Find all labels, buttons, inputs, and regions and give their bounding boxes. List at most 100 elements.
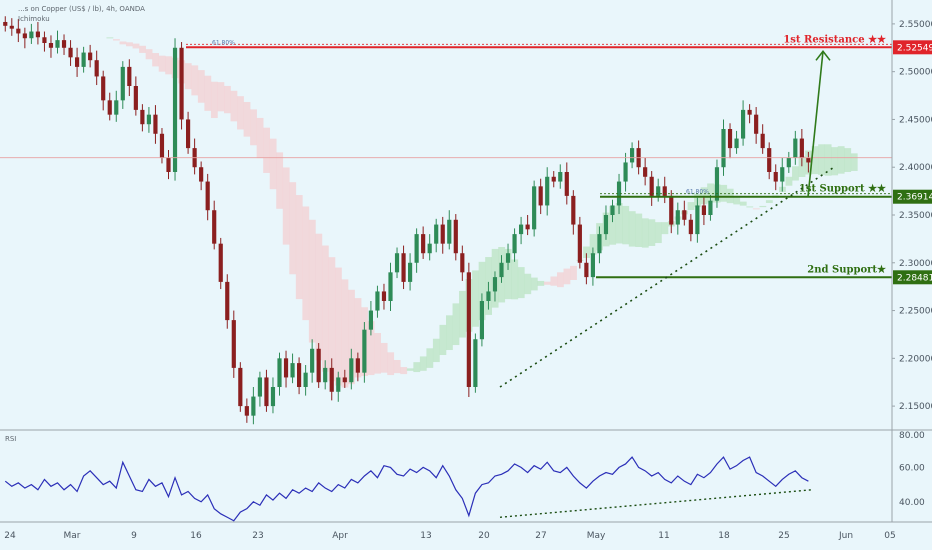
cloud-segment — [589, 234, 597, 255]
candle-body — [799, 138, 804, 158]
candle-body — [682, 210, 687, 220]
indicator-title: Ichimoku — [18, 15, 50, 23]
annotations: 1st Resistance ★★ 1st Support ★★ 2nd Suppo… — [0, 34, 892, 388]
cloud-segment — [720, 184, 728, 202]
y-tick-label: 2.30000 — [899, 259, 932, 269]
cloud-segment — [831, 147, 839, 176]
candle-body — [264, 377, 269, 407]
x-tick-label: 25 — [778, 531, 789, 541]
candle-body — [283, 358, 289, 378]
candle-body — [29, 31, 34, 39]
candle-body — [727, 129, 733, 149]
candle-body — [714, 167, 720, 201]
candle-body — [643, 167, 648, 177]
candle-body — [329, 367, 334, 392]
candle-body — [669, 195, 674, 225]
candle-body — [407, 262, 413, 282]
cloud-segment — [374, 332, 382, 374]
cloud-segment — [543, 281, 551, 285]
cloud-segment — [785, 176, 793, 186]
rsi-background — [0, 430, 892, 522]
candle-body — [584, 262, 589, 278]
cloud-segment — [517, 267, 525, 299]
cloud-segment — [210, 81, 218, 119]
cloud-segment — [250, 109, 257, 146]
price-tag-text: 2.28481 — [897, 273, 932, 283]
trendline — [499, 166, 835, 388]
cloud-segment — [661, 222, 669, 235]
cloud-segment — [648, 219, 656, 246]
cloud-segment — [158, 55, 166, 72]
candle-body — [780, 167, 785, 182]
candle-body — [505, 253, 511, 263]
y-tick-label: 2.25000 — [899, 307, 932, 317]
candle-body — [466, 272, 471, 387]
candle-body — [172, 47, 178, 172]
candle-body — [773, 172, 778, 182]
candle-body — [140, 109, 145, 125]
candle-body — [564, 172, 569, 196]
price-tag — [893, 40, 932, 55]
candle-body — [212, 210, 217, 244]
candle-body — [159, 133, 165, 158]
candle-body — [793, 138, 798, 158]
candle-body — [538, 186, 543, 206]
cloud-segment — [145, 49, 153, 60]
cloud-segment — [707, 183, 715, 203]
candle-body — [303, 372, 308, 387]
cloud-segment — [850, 153, 858, 171]
candle-body — [336, 377, 341, 392]
candle-body — [316, 348, 321, 383]
x-tick-label: Apr — [332, 531, 348, 541]
fib-label: 61.80% — [686, 189, 709, 196]
price-tag — [893, 270, 932, 285]
cloud-segment — [184, 63, 192, 90]
candle-body — [74, 57, 80, 67]
candle-body — [153, 114, 158, 134]
cloud-segment — [406, 368, 414, 371]
candle-body — [251, 396, 256, 416]
candle-body — [447, 219, 452, 244]
candle-body — [767, 148, 772, 172]
price-tag — [893, 189, 932, 204]
resistance-label: 1st Resistance ★★ — [783, 34, 886, 45]
candle-body — [238, 367, 243, 407]
candle-body — [532, 186, 537, 230]
candle-body — [688, 219, 693, 235]
candle-body — [806, 157, 811, 163]
candle-body — [133, 86, 138, 110]
candle-body — [786, 157, 791, 168]
candle-body — [675, 210, 680, 225]
candle-body — [662, 186, 667, 196]
cloud-segment — [818, 144, 826, 175]
candle-body — [525, 224, 530, 230]
candle-body — [486, 291, 491, 301]
x-tick-label: 05 — [884, 531, 895, 541]
y-tick-label: 2.15000 — [899, 402, 932, 412]
candle-body — [120, 66, 125, 101]
cloud-segment — [256, 117, 264, 159]
price-tag-text: 2.52549 — [897, 43, 932, 53]
candle-body — [166, 157, 171, 172]
candle-body — [708, 200, 713, 215]
cloud-segment — [609, 205, 617, 245]
cloud-segment — [348, 289, 355, 385]
candle-body — [740, 109, 746, 139]
cloud-segment — [302, 206, 310, 321]
candle-body — [355, 358, 360, 373]
y-tick-label: 2.40000 — [899, 163, 932, 173]
candle-body — [401, 253, 406, 282]
cloud-segment — [635, 213, 643, 247]
candle-body — [747, 109, 752, 115]
candle-body — [388, 272, 393, 301]
candle-body — [323, 367, 328, 383]
cloud-segment — [269, 138, 277, 190]
candle-body — [760, 133, 765, 149]
candle-body — [290, 363, 295, 378]
candle-body — [616, 181, 622, 206]
candle-body — [16, 28, 21, 34]
cloud-segment — [113, 39, 120, 41]
cloud-segment — [132, 43, 140, 49]
